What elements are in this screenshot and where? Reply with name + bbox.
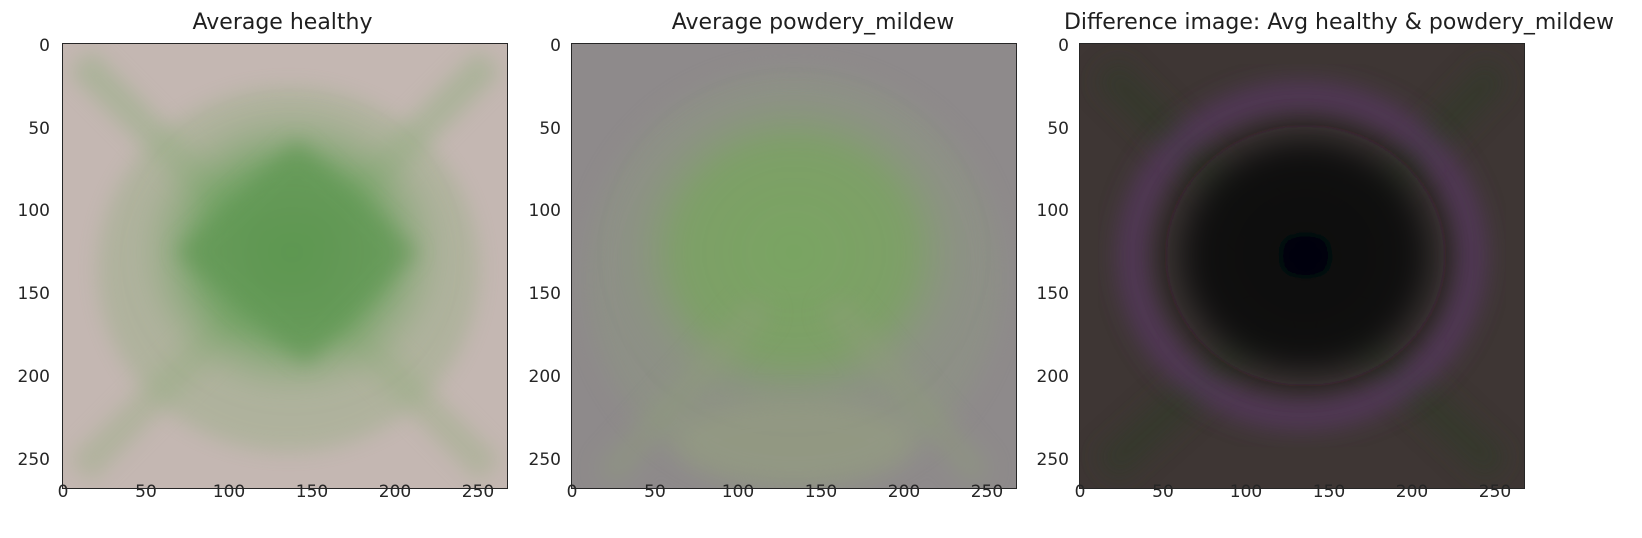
x-tick-label: 0 — [1074, 482, 1086, 502]
y-tick-label: 0 — [1058, 36, 1069, 56]
y-tick-label: 150 — [17, 284, 50, 304]
y-tick-label: 250 — [17, 450, 50, 470]
x-tick-label: 150 — [295, 482, 329, 502]
x-tick-label: 250 — [461, 482, 495, 502]
y-tick-label: 150 — [1036, 284, 1069, 304]
x-tick-label: 50 — [1152, 482, 1174, 502]
difference-image — [1079, 43, 1525, 489]
y-tick-label: 250 — [528, 450, 561, 470]
y-tick-label: 150 — [528, 284, 561, 304]
y-tick-label: 50 — [1047, 119, 1069, 139]
x-tick-label: 150 — [804, 482, 838, 502]
x-tick-label: 100 — [212, 482, 246, 502]
y-tick-label: 0 — [39, 36, 50, 56]
x-tick-label: 100 — [1229, 482, 1263, 502]
y-tick-label: 50 — [28, 119, 50, 139]
x-tick-label: 200 — [887, 482, 921, 502]
y-tick-label: 100 — [17, 201, 50, 221]
y-tick-label: 200 — [17, 367, 50, 387]
y-tick-label: 50 — [539, 119, 561, 139]
x-tick-label: 200 — [378, 482, 412, 502]
y-tick-label: 200 — [528, 367, 561, 387]
y-tick-label: 100 — [1036, 201, 1069, 221]
average-healthy-image — [62, 43, 508, 489]
x-tick-label: 0 — [566, 482, 578, 502]
y-tick-label: 200 — [1036, 367, 1069, 387]
y-tick-label: 0 — [550, 36, 561, 56]
panel-title: Average powdery_mildew — [671, 10, 955, 35]
panel-average-healthy: Average healthy — [0, 0, 520, 538]
x-tick-label: 250 — [970, 482, 1004, 502]
panel-title: Average healthy — [192, 10, 373, 35]
panel-difference-image: Difference image: Avg healthy & powdery_… — [1037, 0, 1642, 538]
average-powdery-mildew-image — [571, 43, 1017, 489]
x-tick-label: 50 — [135, 482, 157, 502]
x-tick-label: 150 — [1312, 482, 1346, 502]
x-tick-label: 50 — [644, 482, 666, 502]
panel-average-powdery-mildew: Average powdery_mildew — [529, 0, 1053, 538]
x-tick-label: 0 — [57, 482, 69, 502]
y-tick-label: 100 — [528, 201, 561, 221]
x-tick-label: 250 — [1478, 482, 1512, 502]
x-tick-label: 100 — [721, 482, 755, 502]
x-tick-label: 200 — [1395, 482, 1429, 502]
panel-title: Difference image: Avg healthy & powdery_… — [1063, 10, 1614, 35]
y-tick-label: 250 — [1036, 450, 1069, 470]
